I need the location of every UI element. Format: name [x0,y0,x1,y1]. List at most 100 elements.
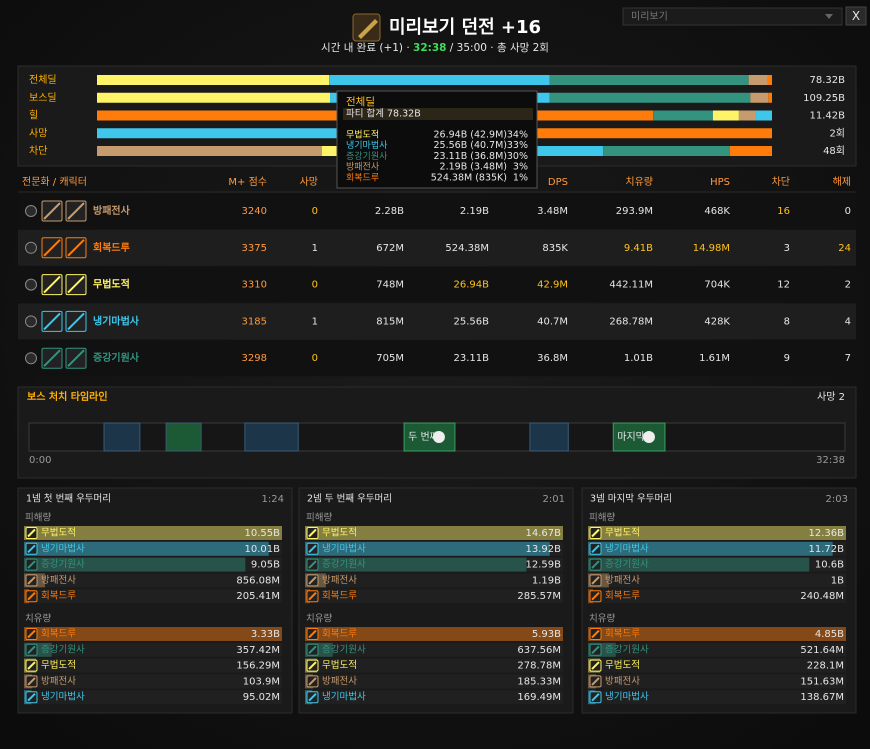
contribution-bar [588,627,846,641]
tooltip-total: 파티 합계 78.32B [346,108,421,120]
tooltip-pct: 34% [507,130,528,141]
summary-segment [767,75,772,85]
contribution-bar [24,627,282,641]
spec-icon-glyph [43,239,61,257]
table-cell: 9 [784,353,790,364]
amount-label: 14.67B [526,528,562,539]
timeline-block [403,422,456,452]
table-cell: 0 [312,280,318,291]
contribution-bar [588,541,833,556]
player-name: 무법도적 [41,659,76,671]
table-cell: 3185 [242,316,267,327]
row-track [588,541,846,556]
player-name: 회복드루 [322,591,357,602]
row-track [24,690,282,705]
summary-label: 차단 [29,145,47,157]
player-name: 증강기원사 [41,559,85,570]
spec-icon-glyph [43,275,61,294]
tooltip-total-bar [343,108,533,120]
player-name: 회복드루 [322,629,357,640]
row-track [24,589,282,604]
close-button[interactable]: X [845,6,867,26]
elapsed-time: 32:38 [413,42,446,54]
amount-label: 156.29M [236,661,280,672]
section-title: 치유량 [589,613,615,625]
tooltip-value: 25.56B (40.7M) [434,140,508,151]
table-cell: 468K [704,206,730,217]
contribution-bar [305,526,563,540]
amount-label: 856.08M [236,575,280,586]
spec-icon-glyph [27,591,36,601]
summary-segment [490,146,604,156]
table-cell: 1.01B [624,353,653,364]
player-name: 방패전사 [41,575,76,586]
spec-icon-glyph [308,629,317,639]
close-label[interactable]: X [852,9,860,23]
spec-icon-glyph [27,661,36,670]
spec-icon-glyph [27,677,36,686]
table-cell: 24 [838,243,851,254]
spec-icon-glyph [43,202,61,220]
role-icon [25,278,37,291]
player-name: 방패전사 [93,204,131,217]
summary-segment [97,128,435,139]
dropdown-label[interactable]: 미리보기 [631,11,668,23]
tooltip-pct: 33% [507,140,528,151]
spec-icon-glyph [308,661,317,670]
player-name: 방패전사 [605,676,640,687]
dropdown[interactable]: 미리보기 [622,7,843,26]
row-track [24,674,282,689]
table-cell: 3.48M [537,206,568,217]
table-cell: 0 [312,206,318,217]
summary-total: 109.25B [803,93,845,104]
table-cell: 835K [542,243,568,254]
spec-icon-glyph [27,645,36,655]
table-cell: 0 [845,206,851,217]
spec-icon-glyph [591,560,600,569]
table-cell: 705M [376,353,404,364]
spec-icon-glyph [591,544,600,554]
row-track [305,627,563,641]
row-track [24,541,282,556]
row-track [305,541,563,556]
tooltip-name: 냉기마법사 [346,140,388,151]
table-cell: 442.11M [609,280,653,291]
summary-total: 2회 [829,127,845,139]
boss-time: 2:01 [543,494,565,505]
table-cell: 3240 [242,206,267,217]
column-header: 치유량 [625,176,653,188]
tooltip-value: 2.19B (3.48M) [440,162,507,173]
player-name: 무법도적 [41,527,76,539]
summary-segment [768,92,772,103]
column-header: HPS [710,177,730,188]
summary-segment [97,146,322,156]
spec-icon-glyph [27,692,36,702]
row-track [305,557,563,572]
amount-label: 278.78M [517,661,561,672]
amount-label: 12.59B [526,560,562,571]
amount-label: 138.67M [800,692,844,703]
player-name: 무법도적 [322,527,357,539]
table-cell: 16 [777,206,790,217]
spec-icon-glyph [43,349,61,367]
summary-segment [712,110,739,121]
tooltip-value: 23.11B (36.8M) [434,151,508,162]
row-track [305,674,563,689]
row-track [24,627,282,641]
player-name: 방패전사 [322,676,357,687]
spec-icon-glyph [591,576,600,585]
tooltip-name: 증강기원사 [346,151,388,162]
summary-segment [549,75,749,85]
section-title: 피해량 [25,512,51,524]
row-track [24,526,282,540]
table-row [18,303,856,340]
timeline-block-label: 마지막 [617,431,645,443]
summary-segment [329,75,550,85]
spec-icon-glyph [591,645,600,655]
tooltip-value: 524.38M (835K) [431,172,507,183]
boss-title: 1넴 첫 번째 우두머리 [26,494,111,505]
player-name: 냉기마법사 [41,692,85,703]
table-cell: 3375 [242,243,267,254]
table-cell: 2 [845,280,851,291]
section-title: 치유량 [25,613,51,625]
